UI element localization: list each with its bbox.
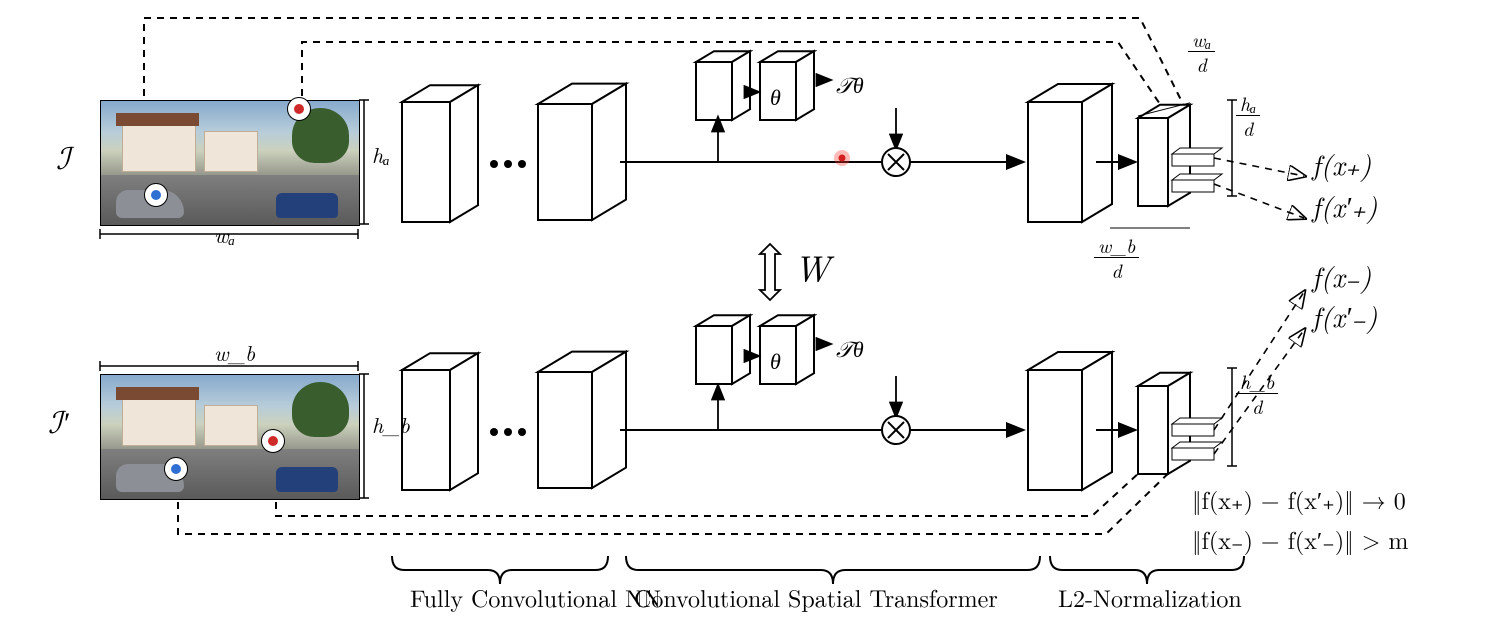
input-I-label: ℐ [56, 135, 70, 178]
red-marker [287, 97, 311, 121]
diagram-stage: ℐ hₐ wₐ ℐ′ h_b w_b Fully Convolutional NN θ 𝒯θ… [0, 0, 1502, 619]
height-over-d: hₐd [1236, 88, 1260, 138]
input-Iprime-label: ℐ′ [48, 399, 69, 442]
input-image-I [100, 100, 360, 226]
fcn-label: Fully Convolutional NN [410, 580, 661, 614]
output-feature-3: f(x′₋) [1312, 296, 1377, 336]
constraint-1: ‖f(x₋) − f(x′₋)‖ > m [1192, 522, 1408, 556]
blue-marker [144, 183, 168, 207]
l2-label: L2-Normalization [1058, 580, 1242, 614]
height-label: hₐ [372, 139, 390, 170]
red-marker [261, 429, 285, 453]
blue-marker [164, 457, 188, 481]
width-label: wₐ [214, 219, 235, 250]
output-feature-0: f(x₊) [1312, 144, 1371, 184]
theta-label: θ [770, 345, 781, 376]
theta-label: θ [770, 81, 781, 112]
input-image-Iprime [100, 374, 360, 500]
output-feature-1: f(x′₊) [1312, 186, 1377, 226]
correspondence-dash [144, 18, 1184, 106]
constraint-0: ‖f(x₊) − f(x′₊)‖ → 0 [1192, 482, 1406, 516]
cst-label: Convolutional Spatial Transformer [634, 580, 998, 614]
shared-weights-W: W [794, 241, 830, 292]
T-theta-label: 𝒯θ [836, 69, 864, 100]
wb-over-d: w_bd [1094, 230, 1139, 280]
width-over-d: wₐd [1188, 24, 1215, 74]
width-label: w_b [214, 337, 255, 368]
height-label: h_b [372, 409, 410, 440]
output-feature-2: f(x₋) [1312, 256, 1371, 296]
height-over-d: h_bd [1236, 366, 1278, 416]
T-theta-label: 𝒯θ [836, 333, 864, 364]
